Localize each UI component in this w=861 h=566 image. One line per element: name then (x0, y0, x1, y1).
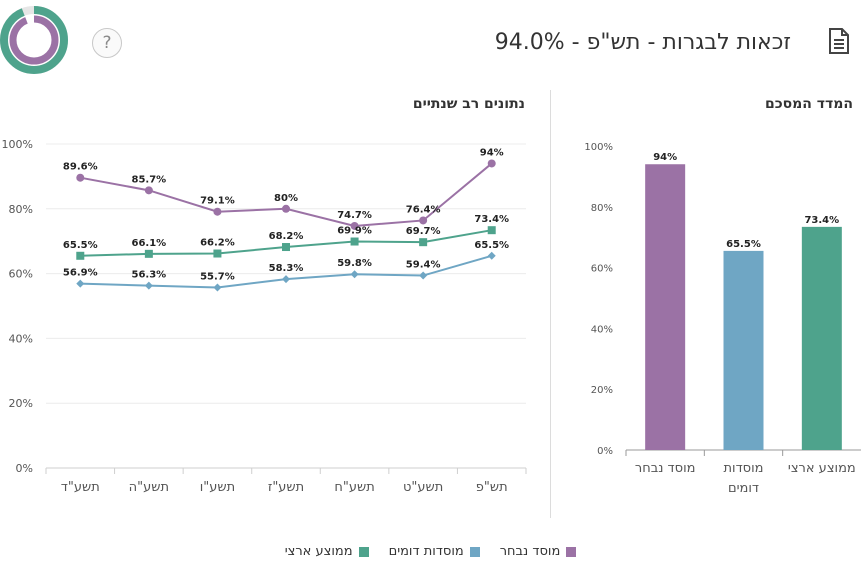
legend-swatch (469, 546, 480, 557)
data-label: 58.3% (269, 263, 304, 274)
legend-label: מוסדות דומים (388, 544, 464, 559)
data-label: 73.4% (474, 214, 509, 225)
data-label: 66.1% (132, 238, 167, 249)
data-point (487, 159, 496, 168)
donut-inner-ring (9, 15, 59, 65)
legend-swatch (566, 546, 577, 557)
data-point (76, 173, 85, 182)
data-point (144, 186, 153, 195)
x-tick-label: תשע"ו (200, 480, 235, 495)
data-point (282, 243, 290, 252)
y-tick-label: 60% (9, 268, 33, 281)
legend-label: ממוצע ארצי (284, 544, 353, 559)
x-tick-label: תשע"ה (129, 480, 169, 495)
data-label: 74.7% (337, 210, 372, 221)
x-tick-label: ממוצע ארצי (788, 461, 856, 476)
data-label: 59.8% (337, 258, 372, 269)
bar (723, 250, 764, 450)
document-icon[interactable] (827, 28, 849, 54)
summary-bar-chart: 0% 20% 40% 60% 80% 100% 94% מוסד נבחר 65.5% מוסדו… (584, 142, 861, 496)
section-divider (550, 90, 551, 518)
help-button[interactable]: ? (92, 28, 122, 58)
data-label: 80% (274, 193, 298, 204)
y-tick-label: 0% (597, 446, 613, 457)
multi-year-section-title: נתונים רב שנתיים (412, 96, 525, 112)
summary-section-title: המדד המסכם (764, 96, 853, 112)
donut-outer-ring (0, 6, 68, 74)
bar (645, 164, 686, 451)
data-point (419, 216, 428, 225)
data-label: 79.1% (200, 196, 235, 207)
bar-value-label: 65.5% (726, 239, 761, 250)
x-tick-label: תשע"ט (403, 480, 443, 495)
x-tick-label: תש"פ (476, 480, 508, 495)
y-tick-label: 20% (9, 397, 33, 410)
y-tick-label: 100% (584, 142, 613, 153)
summary-donut-chart (0, 6, 68, 74)
x-tick-label: מוסדות (724, 461, 764, 476)
data-label: 59.4% (406, 260, 441, 271)
data-point (350, 237, 359, 246)
data-label: 85.7% (132, 174, 167, 185)
x-tick-label: דומים (728, 481, 759, 496)
bar-value-label: 73.4% (804, 215, 839, 226)
page-title: זכאות לבגרות - תש"פ - 94.0% (494, 30, 791, 55)
y-tick-label: 100% (2, 138, 33, 151)
data-point (419, 271, 428, 280)
multi-year-line-chart: 0% 20% 40% 60% 80% 100% תש"פ תשע"ט תשע"ח תשע"ז תשע… (2, 138, 527, 495)
y-tick-label: 0% (16, 462, 33, 475)
y-tick-label: 80% (9, 203, 33, 216)
data-label: 69.7% (406, 226, 441, 237)
x-tick-label: תשע"ח (334, 480, 374, 495)
data-label: 55.7% (200, 272, 235, 283)
data-label: 69.9% (337, 226, 372, 237)
chart-legend: מוסד נבחר מוסדות דומים ממוצע ארצי (0, 544, 861, 561)
y-tick-label: 20% (591, 385, 613, 396)
legend-item[interactable]: מוסד נבחר (500, 544, 577, 559)
data-label: 56.9% (63, 268, 98, 279)
data-label: 89.6% (63, 162, 98, 173)
data-point (76, 279, 85, 288)
data-point (282, 204, 290, 213)
data-point (419, 238, 428, 247)
x-tick-label: מוסד נבחר (635, 461, 696, 476)
data-label: 76.4% (406, 204, 441, 215)
y-tick-label: 40% (9, 332, 33, 345)
y-tick-label: 60% (591, 264, 613, 275)
data-label: 56.3% (132, 270, 167, 281)
legend-label: מוסד נבחר (499, 544, 561, 559)
data-point (213, 249, 222, 258)
data-label: 94% (480, 147, 504, 158)
data-point (76, 251, 85, 260)
data-point (213, 283, 222, 292)
data-label: 68.2% (269, 231, 304, 242)
x-tick-label: תשע"ז (268, 480, 304, 495)
data-point (144, 249, 153, 258)
bar-value-label: 94% (653, 152, 677, 163)
data-point (144, 281, 153, 290)
bar (801, 226, 842, 450)
data-point (282, 275, 290, 284)
x-tick-label: תשע"ד (61, 480, 100, 495)
legend-swatch (358, 546, 369, 557)
data-point (350, 270, 359, 279)
y-tick-label: 40% (591, 324, 613, 335)
data-label: 66.2% (200, 238, 235, 249)
data-point (213, 207, 222, 216)
legend-item[interactable]: ממוצע ארצי (285, 544, 369, 559)
data-point (487, 226, 496, 235)
data-point (350, 221, 359, 230)
data-label: 65.5% (63, 240, 98, 251)
data-label: 65.5% (474, 240, 509, 251)
data-point (487, 251, 496, 260)
y-tick-label: 80% (591, 203, 613, 214)
legend-item[interactable]: מוסדות דומים (389, 544, 480, 559)
